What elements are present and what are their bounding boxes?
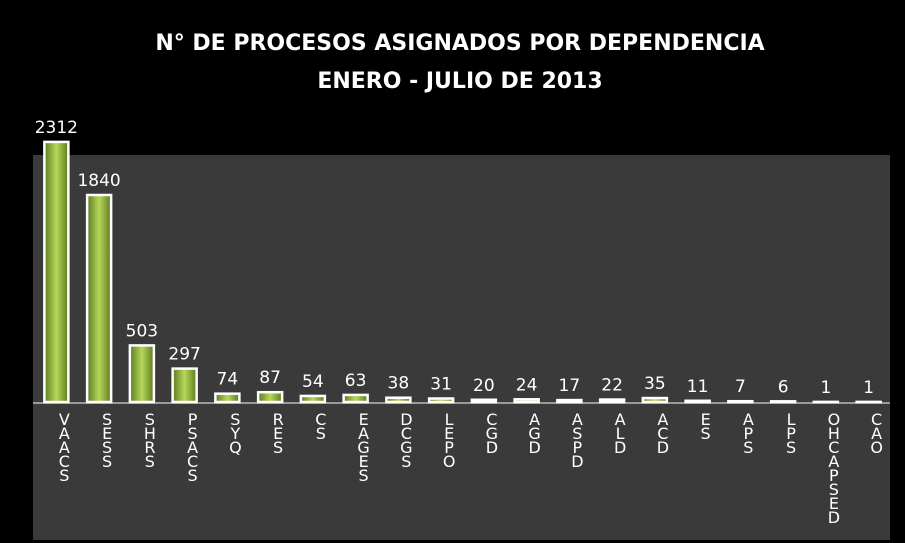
bar <box>43 140 70 404</box>
x-tick-label: CS <box>311 410 330 439</box>
x-tick-label: SHRS <box>140 410 159 467</box>
bar <box>171 367 198 404</box>
bar <box>385 396 412 404</box>
value-label: 54 <box>302 372 324 392</box>
bar <box>85 193 113 404</box>
chart-subtitle: ENERO - JULIO DE 2013 <box>317 69 602 94</box>
x-tick-label: AGD <box>525 410 544 453</box>
bar <box>598 398 626 404</box>
x-tick-label: RES <box>269 410 288 453</box>
x-tick-label: LEPO <box>440 410 459 467</box>
x-tick-label: ASPD <box>568 410 587 467</box>
x-tick-label: SYQ <box>226 410 245 455</box>
x-tick-label: DCGS <box>397 410 416 467</box>
value-label: 87 <box>259 368 281 388</box>
value-label: 7 <box>735 377 746 397</box>
x-tick-label: APS <box>739 410 758 453</box>
value-label: 38 <box>388 374 410 394</box>
value-label: 74 <box>217 370 239 390</box>
bar <box>727 399 754 404</box>
x-tick-label: CGD <box>482 410 501 453</box>
x-tick-label: EAGES <box>354 410 373 481</box>
x-tick-label: VAACS <box>55 410 74 481</box>
value-label: 31 <box>430 375 452 395</box>
x-tick-label: OHCAPSED <box>824 410 843 523</box>
value-label: 1840 <box>77 171 120 191</box>
x-tick-label: ACD <box>653 410 672 453</box>
x-tick-label: ES <box>696 410 715 439</box>
bar <box>427 397 455 404</box>
bar <box>214 392 241 404</box>
value-label: 1 <box>820 378 831 398</box>
value-label: 1 <box>863 378 874 398</box>
value-label: 17 <box>559 376 581 396</box>
bar <box>256 390 284 404</box>
value-label: 6 <box>778 377 789 397</box>
bar <box>769 400 797 404</box>
value-label: 503 <box>126 321 158 341</box>
bar <box>684 399 711 404</box>
chart-title: N° DE PROCESOS ASIGNADOS POR DEPENDENCIA <box>155 31 764 56</box>
value-label: 24 <box>516 375 538 395</box>
value-label: 20 <box>473 376 495 396</box>
bar <box>513 398 540 404</box>
value-label: 22 <box>601 376 623 396</box>
x-tick-label: ALD <box>611 410 630 453</box>
bar <box>470 398 498 404</box>
bar <box>641 396 669 404</box>
x-tick-label: CAO <box>867 410 886 453</box>
plot-area <box>33 155 890 540</box>
x-tick-label: PSACS <box>183 410 202 481</box>
bar <box>342 393 369 404</box>
bar <box>299 394 327 404</box>
value-label: 63 <box>345 371 367 391</box>
x-tick-label: SESS <box>98 410 117 467</box>
bar <box>556 398 583 404</box>
value-label: 11 <box>687 377 709 397</box>
value-label: 35 <box>644 374 666 394</box>
value-label: 297 <box>168 345 200 365</box>
x-tick-label: LPS <box>782 410 801 453</box>
value-label: 2312 <box>35 118 78 138</box>
bar <box>128 344 156 404</box>
